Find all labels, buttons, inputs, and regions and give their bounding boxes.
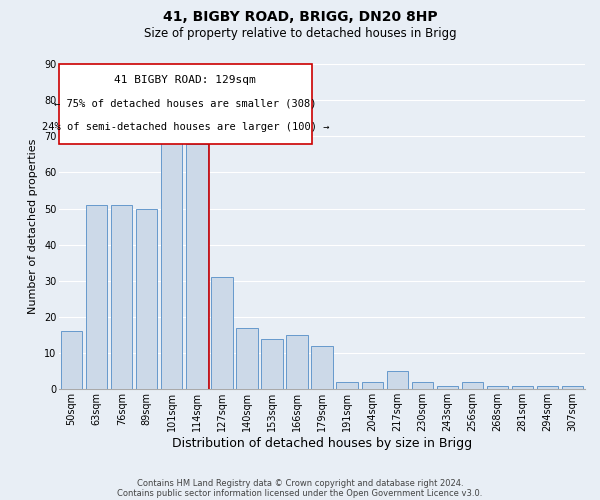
Bar	[61, 332, 82, 390]
Bar	[86, 205, 107, 390]
Text: 41, BIGBY ROAD, BRIGG, DN20 8HP: 41, BIGBY ROAD, BRIGG, DN20 8HP	[163, 10, 437, 24]
Text: Size of property relative to detached houses in Brigg: Size of property relative to detached ho…	[143, 28, 457, 40]
Bar	[111, 205, 133, 390]
Text: Contains public sector information licensed under the Open Government Licence v3: Contains public sector information licen…	[118, 488, 482, 498]
Y-axis label: Number of detached properties: Number of detached properties	[28, 139, 38, 314]
Bar	[362, 382, 383, 390]
Bar	[161, 126, 182, 390]
Bar	[286, 335, 308, 390]
Text: Contains HM Land Registry data © Crown copyright and database right 2024.: Contains HM Land Registry data © Crown c…	[137, 478, 463, 488]
Bar	[461, 382, 483, 390]
Bar	[186, 144, 208, 390]
X-axis label: Distribution of detached houses by size in Brigg: Distribution of detached houses by size …	[172, 437, 472, 450]
Bar	[487, 386, 508, 390]
Bar	[236, 328, 257, 390]
Bar	[311, 346, 333, 390]
Bar	[437, 386, 458, 390]
Bar	[386, 371, 408, 390]
Bar	[512, 386, 533, 390]
Bar	[211, 277, 233, 390]
Bar	[537, 386, 558, 390]
Text: ← 75% of detached houses are smaller (308): ← 75% of detached houses are smaller (30…	[54, 99, 317, 109]
Bar	[136, 208, 157, 390]
FancyBboxPatch shape	[59, 64, 311, 144]
Bar	[337, 382, 358, 390]
Text: 24% of semi-detached houses are larger (100) →: 24% of semi-detached houses are larger (…	[41, 122, 329, 132]
Bar	[412, 382, 433, 390]
Text: 41 BIGBY ROAD: 129sqm: 41 BIGBY ROAD: 129sqm	[115, 76, 256, 86]
Bar	[562, 386, 583, 390]
Bar	[262, 338, 283, 390]
